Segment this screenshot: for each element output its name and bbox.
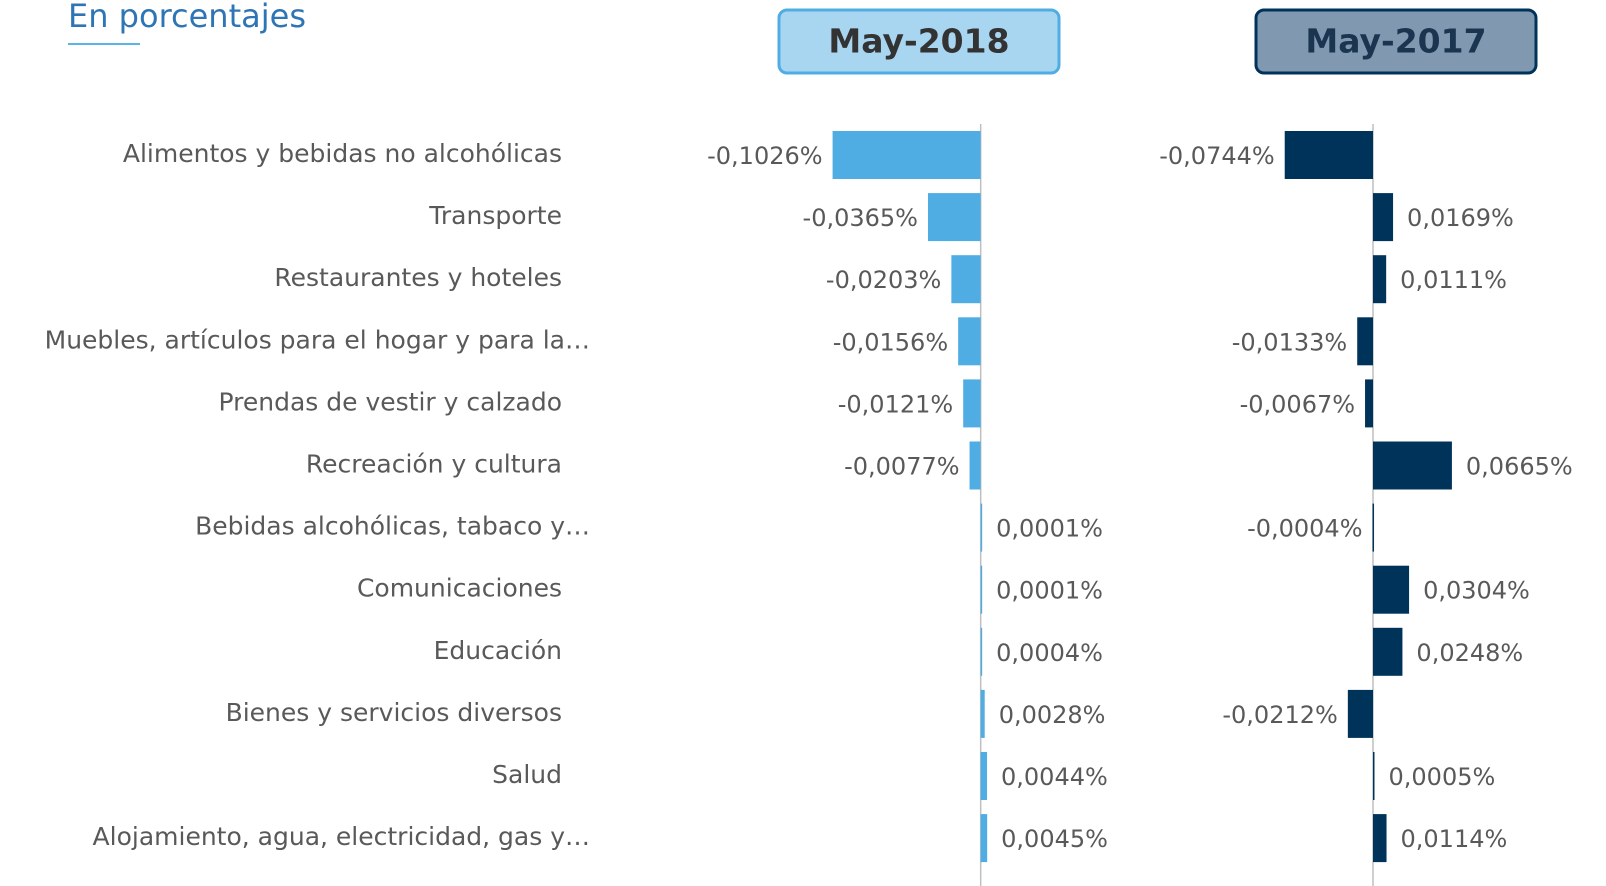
data-label: 0,0665%: [1466, 453, 1573, 481]
bar: [1373, 627, 1403, 676]
data-label: -0,0212%: [1222, 701, 1337, 729]
bar: [1284, 131, 1373, 179]
category-label: Bienes y servicios diversos: [226, 698, 562, 727]
bar: [1373, 441, 1452, 490]
category-label: Transporte: [428, 201, 562, 230]
bar: [1347, 689, 1373, 738]
bar: [1373, 193, 1394, 242]
bar: [1357, 317, 1373, 366]
bar: [963, 379, 981, 428]
bar: [980, 752, 988, 800]
data-label: -0,0744%: [1159, 142, 1274, 170]
bar: [832, 131, 981, 179]
category-label: Salud: [492, 760, 562, 789]
data-label: 0,0028%: [999, 701, 1106, 729]
data-label: 0,0045%: [1001, 825, 1108, 853]
data-label: -0,0067%: [1240, 390, 1355, 418]
data-label: -0,0133%: [1232, 328, 1347, 356]
data-label: -0,0077%: [844, 453, 959, 481]
bar: [1373, 752, 1375, 800]
bar: [1373, 255, 1387, 304]
data-label: 0,0005%: [1389, 763, 1496, 791]
bar: [980, 627, 983, 676]
data-label: 0,0044%: [1001, 763, 1108, 791]
data-label: 0,0248%: [1416, 639, 1523, 667]
data-label: -0,0121%: [838, 390, 953, 418]
data-label: -0,0004%: [1247, 515, 1362, 543]
bar: [980, 565, 983, 614]
bar: [927, 193, 981, 242]
bar: [1365, 379, 1373, 428]
panel-header-label: May-2018: [828, 22, 1009, 61]
panel-header: [777, 8, 1061, 75]
category-label: Prendas de vestir y calzado: [219, 387, 562, 416]
data-label: 0,0169%: [1407, 204, 1514, 232]
category-label: Comunicaciones: [357, 574, 562, 603]
category-label: Alojamiento, agua, electricidad, gas y…: [93, 822, 590, 851]
bar: [1373, 814, 1387, 863]
data-label: 0,0304%: [1423, 577, 1530, 605]
data-label: 0,0001%: [996, 515, 1103, 543]
data-label: 0,0111%: [1400, 266, 1507, 294]
bar: [1372, 503, 1375, 552]
subtitle: En porcentajes: [68, 0, 306, 35]
data-label: -0,0365%: [803, 204, 918, 232]
data-label: -0,0203%: [826, 266, 941, 294]
category-label: Educación: [434, 636, 562, 665]
data-label: 0,0001%: [996, 577, 1103, 605]
panel-header: [1254, 8, 1538, 75]
category-label: Alimentos y bebidas no alcohólicas: [123, 139, 562, 168]
bar: [958, 317, 981, 366]
bar: [1373, 565, 1410, 614]
bar: [951, 255, 981, 304]
data-label: 0,0114%: [1401, 825, 1508, 853]
category-label: Bebidas alcohólicas, tabaco y…: [195, 512, 590, 541]
bar: [980, 814, 988, 863]
category-label: Restaurantes y hoteles: [274, 263, 562, 292]
data-label: -0,1026%: [707, 142, 822, 170]
bar: [969, 441, 981, 490]
category-label: Recreación y cultura: [306, 450, 562, 479]
category-label: Muebles, artículos para el hogar y para …: [45, 325, 590, 354]
bar: [980, 503, 983, 552]
data-label: 0,0004%: [996, 639, 1103, 667]
data-label: -0,0156%: [833, 328, 948, 356]
bar: [980, 689, 985, 738]
panel-header-label: May-2017: [1305, 22, 1486, 61]
